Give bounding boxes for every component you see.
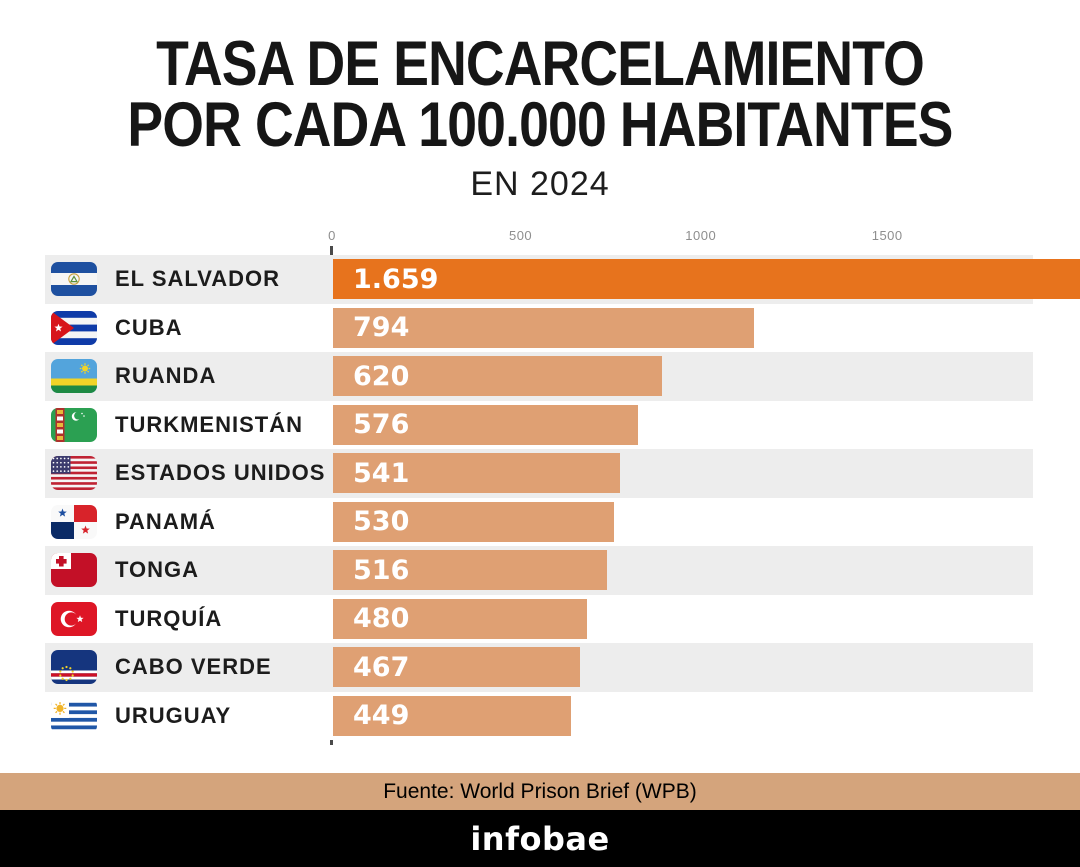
country-label: CUBA <box>115 314 183 340</box>
table-row: CABO VERDE 467 <box>45 643 1033 692</box>
bar: 541 <box>333 453 620 494</box>
bar-value-label: 530 <box>353 506 410 538</box>
bar-value-label: 620 <box>353 360 410 392</box>
page-title-line-1: TASA DE ENCARCELAMIENTO <box>156 29 925 99</box>
bar: 576 <box>333 404 639 445</box>
turkmenistan-flag-icon <box>51 407 97 442</box>
el-salvador-flag-icon <box>51 262 97 297</box>
table-row: URUGUAY 449 <box>45 691 1033 740</box>
bar-value-label: 449 <box>353 700 410 732</box>
table-row: TURKMENISTÁN 576 <box>45 400 1033 449</box>
bar-value-label: 467 <box>353 651 410 683</box>
x-axis-tick-label: 1000 <box>685 228 717 243</box>
bar-chart: 0 500 1000 1500 EL SALVADOR 1.659 CUBA 794 … <box>45 228 1080 745</box>
brand-bar: infobae <box>0 810 1080 867</box>
country-label: TURQUÍA <box>115 605 223 631</box>
bar: 467 <box>333 647 580 688</box>
country-label: URUGUAY <box>115 702 232 728</box>
table-row: EL SALVADOR 1.659 <box>45 255 1080 304</box>
bar-value-label: 1.659 <box>353 263 439 295</box>
x-axis-tick-label: 0 <box>328 228 336 243</box>
uruguay-flag-icon <box>51 698 97 733</box>
cabo-verde-flag-icon <box>51 650 97 685</box>
panama-flag-icon <box>51 504 97 539</box>
title-block: TASA DE ENCARCELAMIENTO POR CADA 100.000… <box>0 29 1080 204</box>
source-bar: Fuente: World Prison Brief (WPB) <box>0 773 1080 810</box>
bar-value-label: 576 <box>353 409 410 441</box>
infobae-logo: infobae <box>470 819 610 858</box>
bar: 794 <box>333 307 754 348</box>
country-label: PANAMÁ <box>115 508 216 534</box>
bar: 620 <box>333 356 662 397</box>
source-text: Fuente: World Prison Brief (WPB) <box>383 779 697 803</box>
bar: 1.659 <box>333 259 1080 300</box>
country-label: CABO VERDE <box>115 654 272 680</box>
x-axis-tick-label: 1500 <box>871 228 903 243</box>
table-row: PANAMÁ 530 <box>45 497 1033 546</box>
table-row: TURQUÍA 480 <box>45 594 1033 643</box>
turquia-flag-icon <box>51 601 97 636</box>
table-row: TONGA 516 <box>45 546 1033 595</box>
bar-value-label: 541 <box>353 457 410 489</box>
country-label: RUANDA <box>115 363 217 389</box>
bar: 530 <box>333 501 614 542</box>
x-axis-tick-label: 500 <box>508 228 533 243</box>
country-label: EL SALVADOR <box>115 266 281 292</box>
country-label: TURKMENISTÁN <box>115 411 303 437</box>
bar: 480 <box>333 598 587 639</box>
bar: 516 <box>333 550 607 591</box>
bar-value-label: 480 <box>353 603 410 635</box>
country-label: ESTADOS UNIDOS <box>115 460 326 486</box>
bar-value-label: 794 <box>353 312 410 344</box>
table-row: RUANDA 620 <box>45 352 1033 401</box>
page-title-line-2: POR CADA 100.000 HABITANTES <box>127 90 953 160</box>
chart-rows: EL SALVADOR 1.659 CUBA 794 RUANDA 620 TU… <box>45 255 1080 740</box>
table-row: ESTADOS UNIDOS 541 <box>45 449 1033 498</box>
estados-unidos-flag-icon <box>51 456 97 491</box>
table-row: CUBA 794 <box>45 303 1033 352</box>
ruanda-flag-icon <box>51 359 97 394</box>
page-subtitle: EN 2024 <box>470 165 610 203</box>
bar: 449 <box>333 695 572 736</box>
bar-value-label: 516 <box>353 554 410 586</box>
tonga-flag-icon <box>51 553 97 588</box>
country-label: TONGA <box>115 557 200 583</box>
x-axis-ticks: 0 500 1000 1500 <box>328 228 1033 246</box>
cuba-flag-icon <box>51 310 97 345</box>
